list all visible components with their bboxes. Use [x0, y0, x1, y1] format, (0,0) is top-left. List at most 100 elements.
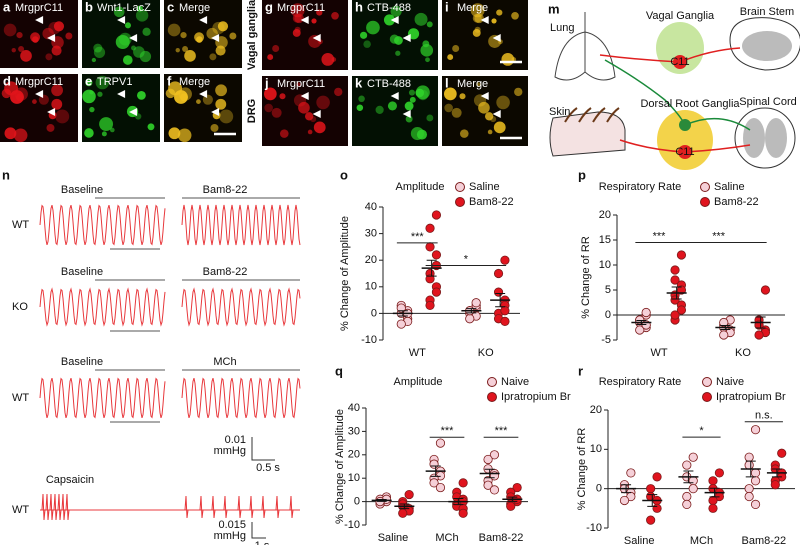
data-point [682, 460, 692, 470]
trace [181, 204, 301, 246]
cell [118, 32, 132, 46]
x-tick-label: MCh [435, 532, 458, 544]
cell [478, 101, 490, 114]
cell [136, 5, 143, 12]
y-tick-label: 10 [348, 472, 360, 484]
cell [209, 53, 217, 61]
cell [219, 109, 234, 124]
cell [91, 57, 97, 63]
scale-bar [251, 437, 275, 461]
cell [358, 95, 365, 103]
cell [147, 123, 155, 131]
cell [501, 53, 515, 66]
cell [272, 44, 280, 52]
legend-marker [700, 182, 710, 192]
cell [407, 28, 420, 40]
error-bar [426, 259, 437, 277]
arrowhead [47, 34, 56, 42]
neuron-label: C11 [670, 56, 689, 68]
channel-label: Merge [457, 2, 488, 14]
y-tick-label: 30 [348, 425, 360, 437]
arrowhead [117, 90, 126, 98]
y-axis-label: % Change of Amplitude [339, 216, 351, 331]
data-point [744, 452, 754, 462]
cell [45, 53, 53, 61]
data-point [719, 330, 729, 340]
drg [657, 110, 713, 170]
cell [316, 9, 323, 16]
error-bar [636, 320, 647, 325]
arrowhead [35, 90, 44, 98]
data-point [500, 306, 510, 316]
arrowhead [312, 110, 321, 118]
error-bar [484, 468, 495, 479]
data-point [500, 316, 510, 326]
chart-title: Respiratory Rate [599, 181, 682, 193]
y-tick-label: 0 [596, 483, 602, 495]
hair [592, 107, 606, 123]
cell [316, 95, 330, 110]
cell [375, 105, 384, 114]
neuron [678, 145, 692, 159]
cell [210, 123, 219, 132]
arrowhead [211, 34, 220, 42]
x-tick-label: Bam8-22 [742, 535, 787, 545]
legend-marker [702, 377, 712, 387]
data-point [708, 476, 718, 486]
trace [39, 377, 166, 419]
panel-letter: m [548, 1, 560, 16]
cell [472, 29, 481, 37]
cell [137, 90, 146, 100]
cell [82, 89, 96, 104]
lung [554, 12, 616, 81]
cell [426, 21, 433, 28]
legend-label: Naive [501, 376, 529, 388]
y-tick-label: -10 [361, 334, 377, 346]
trace [39, 204, 166, 246]
data-point [431, 210, 442, 220]
scale-amplitude: 0.01 [225, 434, 246, 446]
cell [124, 22, 131, 29]
cell [267, 54, 274, 61]
y-tick-label: 10 [365, 281, 377, 293]
data-point [652, 503, 662, 513]
error-bar [683, 470, 694, 484]
cell [298, 101, 310, 114]
error-bar [507, 496, 518, 502]
cell [444, 103, 453, 113]
error-bar [771, 468, 782, 478]
cell [142, 27, 151, 36]
cell [417, 89, 429, 101]
cell [174, 90, 188, 104]
arrowhead [47, 108, 56, 116]
cell [470, 3, 485, 18]
cell [334, 87, 343, 97]
cell [356, 104, 364, 111]
error-bar [466, 308, 477, 314]
data-point [670, 265, 680, 275]
cell [415, 85, 430, 100]
y-tick-label: -10 [586, 522, 602, 534]
y-axis-label: % Change of Amplitude [334, 409, 346, 524]
cell [313, 121, 326, 134]
scale-unit: mmHg [214, 530, 246, 542]
arrowhead [211, 108, 220, 116]
cell [135, 9, 149, 22]
neuron [679, 119, 691, 131]
data-point [646, 484, 656, 494]
arrowhead [117, 16, 126, 24]
y-tick-label: 20 [590, 404, 602, 416]
data-point [676, 305, 687, 315]
diagram-label: Vagal Ganglia [646, 10, 715, 22]
cell [425, 57, 430, 63]
y-tick-label: 20 [348, 449, 360, 461]
legend-label: Bam8-22 [469, 196, 514, 208]
data-point [512, 482, 522, 493]
data-point [493, 287, 504, 297]
data-point [396, 303, 406, 313]
cell [331, 11, 339, 20]
significance-label: *** [411, 231, 425, 243]
cell [168, 127, 181, 140]
cell [459, 93, 466, 100]
